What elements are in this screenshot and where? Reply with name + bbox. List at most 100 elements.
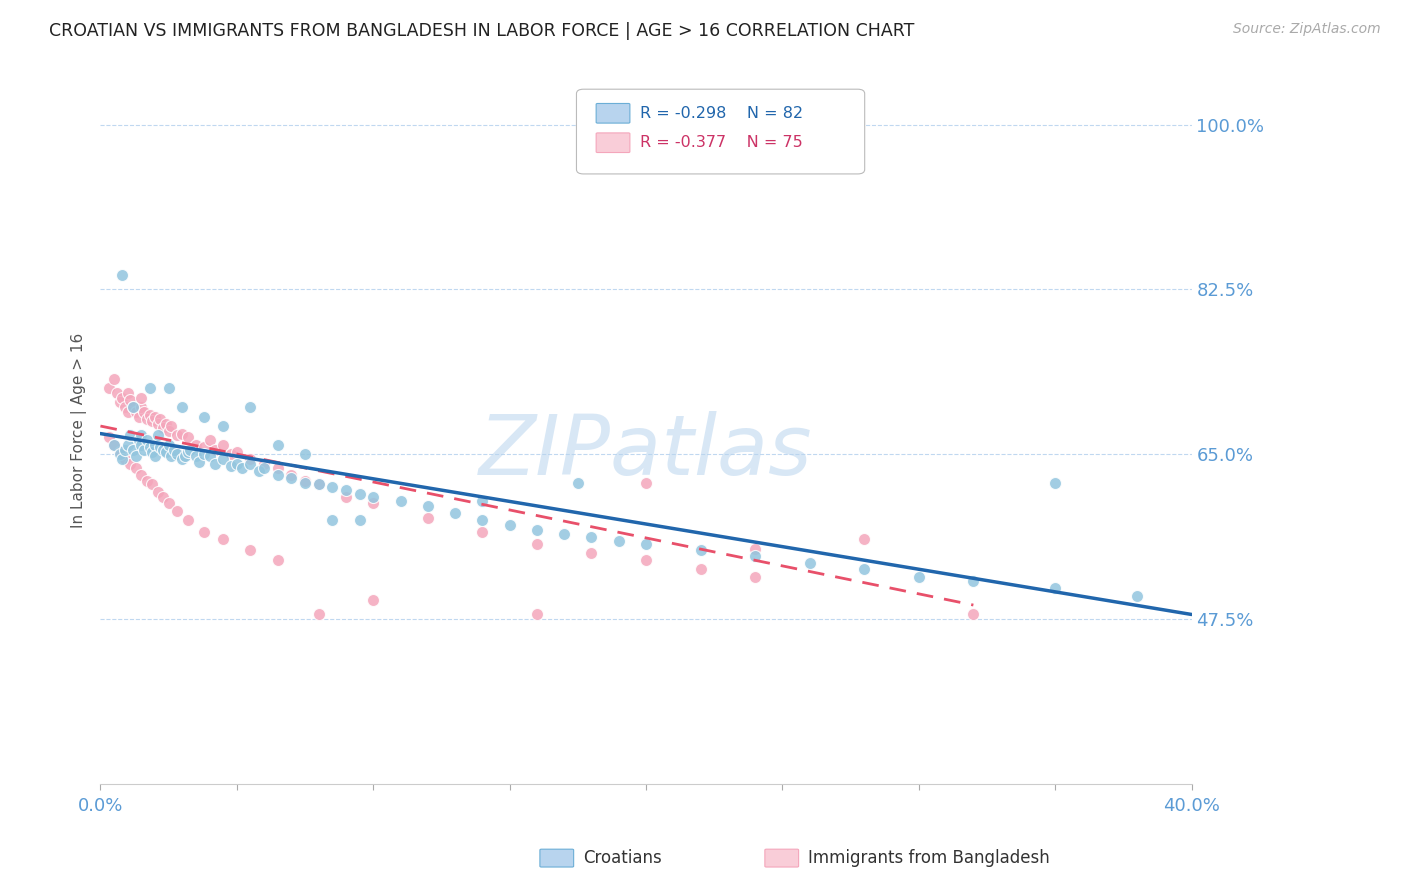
Point: [141, 477, 163, 491]
Point: [221, 458, 243, 473]
Point: [125, 461, 148, 475]
Point: [132, 405, 155, 419]
Point: [253, 457, 276, 471]
Point: [361, 593, 384, 607]
Point: [416, 499, 439, 513]
Point: [335, 483, 357, 497]
Point: [198, 433, 221, 447]
Point: [212, 452, 235, 467]
Point: [212, 532, 235, 546]
Point: [267, 461, 290, 475]
Point: [111, 391, 134, 405]
Text: R = -0.377    N = 75: R = -0.377 N = 75: [640, 136, 803, 150]
Point: [225, 445, 247, 459]
Point: [131, 391, 153, 405]
Point: [103, 372, 125, 386]
Point: [253, 461, 276, 475]
Point: [526, 607, 548, 622]
Point: [125, 405, 148, 419]
Point: [108, 395, 131, 409]
Point: [204, 442, 226, 457]
Point: [389, 494, 412, 508]
Point: [114, 442, 136, 457]
Point: [103, 438, 125, 452]
Point: [744, 541, 766, 556]
Point: [184, 438, 207, 452]
Point: [581, 530, 603, 544]
Point: [141, 445, 163, 459]
Point: [166, 428, 188, 442]
Point: [239, 452, 262, 467]
Point: [152, 442, 174, 457]
Point: [108, 447, 131, 461]
Point: [177, 445, 200, 459]
Point: [581, 546, 603, 560]
Point: [131, 428, 153, 442]
Point: [138, 381, 160, 395]
Y-axis label: In Labor Force | Age > 16: In Labor Force | Age > 16: [72, 333, 87, 528]
Point: [157, 438, 180, 452]
Point: [131, 468, 153, 483]
Point: [212, 438, 235, 452]
Point: [689, 562, 711, 576]
Point: [471, 524, 494, 539]
Point: [138, 408, 160, 422]
Point: [634, 553, 657, 567]
Point: [138, 440, 160, 454]
Point: [1126, 589, 1149, 603]
Point: [193, 409, 215, 424]
Point: [122, 400, 145, 414]
Point: [212, 419, 235, 434]
Point: [294, 474, 316, 488]
Point: [321, 480, 343, 494]
Point: [105, 386, 128, 401]
Point: [160, 449, 183, 463]
Point: [120, 457, 142, 471]
Point: [114, 452, 136, 467]
Point: [114, 400, 136, 414]
Point: [146, 428, 169, 442]
Point: [122, 400, 145, 414]
Point: [607, 533, 630, 548]
Point: [131, 400, 153, 414]
Point: [122, 442, 145, 457]
Point: [853, 562, 876, 576]
Point: [239, 543, 262, 558]
Point: [689, 543, 711, 558]
Point: [907, 570, 929, 584]
Point: [149, 411, 172, 425]
Point: [239, 457, 262, 471]
Point: [308, 477, 330, 491]
Point: [143, 438, 166, 452]
Point: [308, 477, 330, 491]
Point: [799, 556, 821, 570]
Point: [163, 442, 186, 457]
Point: [97, 381, 120, 395]
Point: [146, 417, 169, 432]
Point: [239, 400, 262, 414]
Point: [146, 485, 169, 500]
Point: [962, 607, 984, 622]
Point: [221, 447, 243, 461]
Point: [247, 464, 270, 478]
Point: [172, 426, 194, 441]
Point: [120, 428, 142, 442]
Point: [744, 549, 766, 563]
Point: [177, 430, 200, 444]
Point: [103, 438, 125, 452]
Point: [526, 537, 548, 551]
Point: [128, 409, 150, 424]
Point: [152, 490, 174, 504]
Point: [157, 424, 180, 438]
Point: [131, 438, 153, 452]
Point: [193, 440, 215, 454]
Point: [179, 442, 201, 457]
Point: [634, 475, 657, 490]
Point: [280, 468, 302, 483]
Point: [135, 411, 157, 425]
Point: [120, 392, 142, 407]
Point: [321, 513, 343, 527]
Point: [141, 414, 163, 428]
Point: [166, 504, 188, 518]
Point: [198, 449, 221, 463]
